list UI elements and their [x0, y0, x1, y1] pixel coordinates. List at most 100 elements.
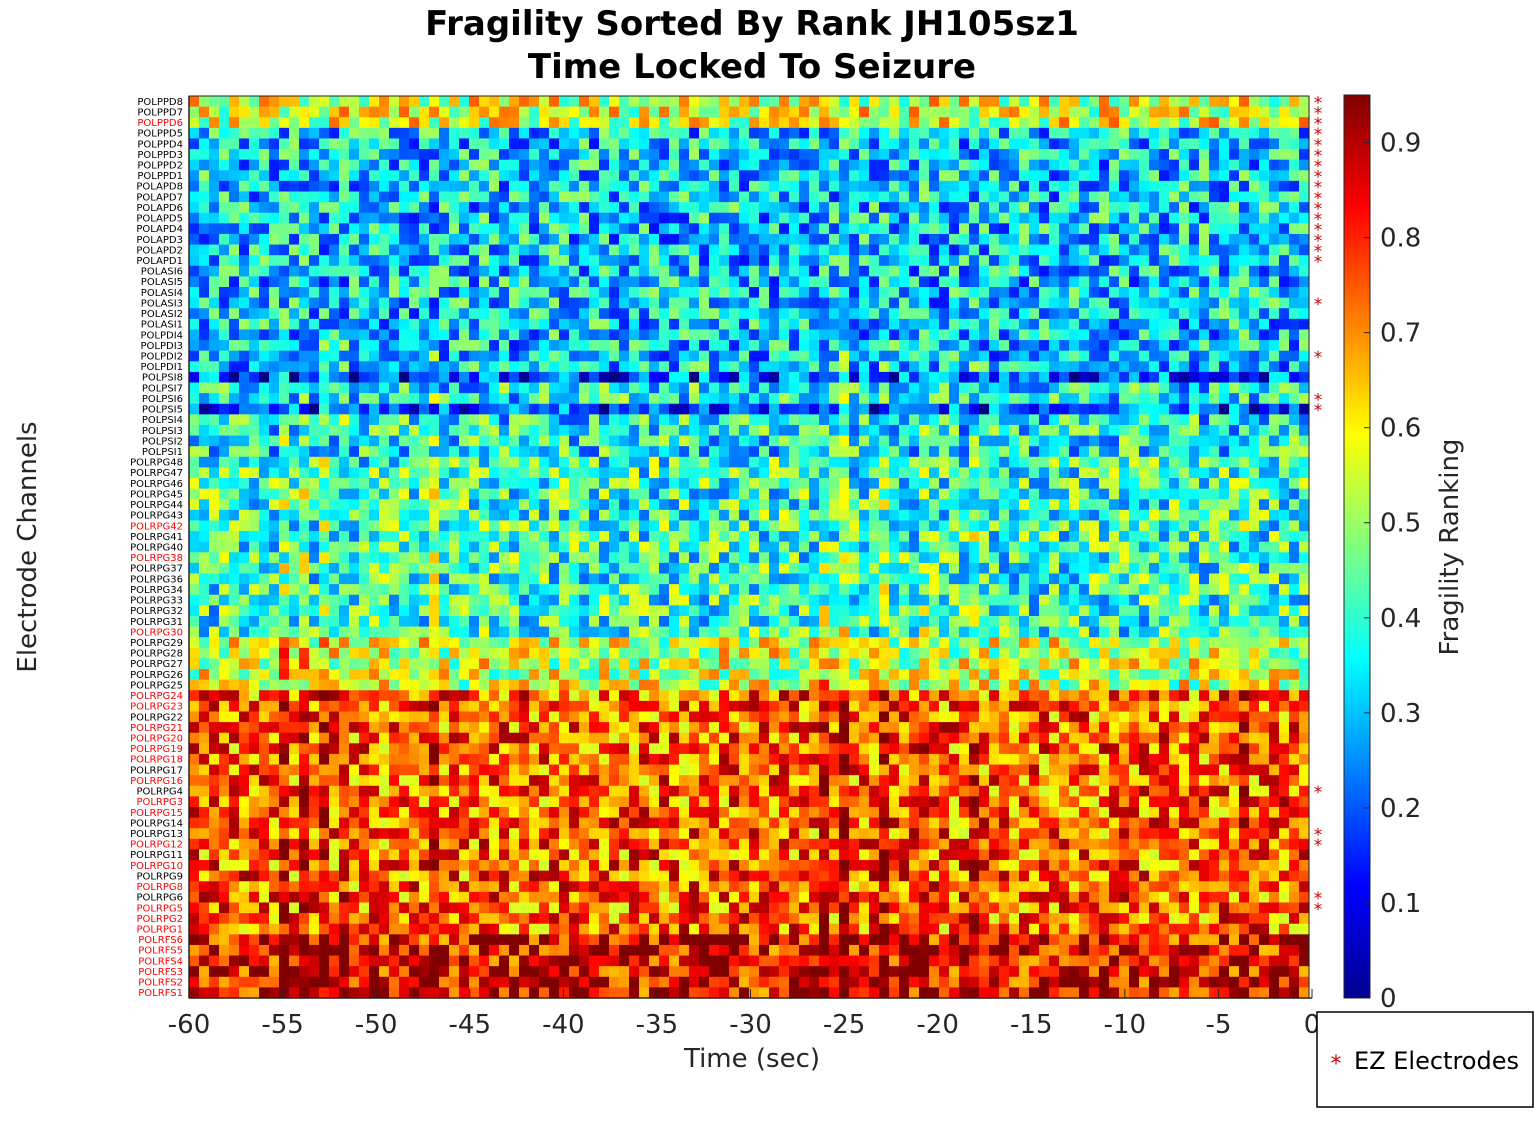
heatmap-cell	[659, 149, 670, 161]
heatmap-cell	[1279, 127, 1290, 140]
heatmap-cell	[859, 244, 870, 256]
heatmap-cell	[839, 127, 850, 140]
heatmap-cell	[409, 403, 420, 415]
heatmap-cell	[1019, 350, 1030, 362]
heatmap-cell	[469, 456, 480, 469]
heatmap-cell	[979, 414, 990, 426]
heatmap-cell	[349, 340, 360, 352]
heatmap-cell	[289, 212, 300, 224]
heatmap-cell	[1089, 478, 1100, 490]
heatmap-cell	[699, 202, 710, 214]
heatmap-cell	[359, 435, 370, 447]
heatmap-cell	[549, 202, 560, 214]
heatmap-cell	[269, 520, 280, 532]
heatmap-cell	[279, 244, 290, 256]
heatmap-cell	[1129, 382, 1140, 394]
heatmap-cell	[399, 297, 410, 309]
heatmap-cell	[629, 180, 640, 193]
heatmap-cell	[499, 424, 510, 437]
heatmap-cell	[409, 361, 420, 373]
heatmap-cell	[969, 212, 980, 224]
heatmap-cell	[759, 308, 770, 320]
heatmap-cell	[1099, 499, 1110, 511]
heatmap-cell	[1069, 456, 1080, 469]
heatmap-cell	[189, 414, 200, 426]
heatmap-cell	[1089, 202, 1100, 214]
heatmap-cell	[1029, 393, 1040, 405]
heatmap-cell	[679, 446, 690, 458]
heatmap-cell	[709, 255, 720, 267]
heatmap-cell	[739, 149, 750, 161]
heatmap-cell	[269, 127, 280, 140]
heatmap-cell	[489, 287, 500, 299]
heatmap-cell	[589, 127, 600, 140]
heatmap-cell	[769, 149, 780, 161]
heatmap-cell	[209, 96, 220, 108]
heatmap-cell	[399, 361, 410, 373]
heatmap-cell	[779, 138, 790, 150]
heatmap-cell	[859, 467, 870, 479]
heatmap-cell	[289, 233, 300, 246]
heatmap-cell	[759, 467, 770, 479]
heatmap-cell	[879, 233, 890, 246]
heatmap-cell	[1149, 138, 1160, 150]
heatmap-cell	[1249, 287, 1260, 299]
heatmap-cell	[859, 170, 870, 182]
heatmap-cell	[1259, 170, 1270, 182]
heatmap-cell	[369, 318, 380, 331]
heatmap-cell	[979, 297, 990, 309]
heatmap-cell	[469, 202, 480, 214]
heatmap-cell	[1289, 329, 1300, 341]
heatmap-cell	[309, 265, 320, 277]
heatmap-cell	[1069, 350, 1080, 362]
heatmap-cell	[409, 138, 420, 150]
heatmap-cell	[1069, 265, 1080, 277]
heatmap-cell	[1249, 520, 1260, 532]
heatmap-cell	[299, 509, 310, 522]
heatmap-cell	[579, 276, 590, 288]
heatmap-cell	[789, 520, 800, 532]
heatmap-cell	[1059, 393, 1070, 405]
heatmap-cell	[1249, 393, 1260, 405]
heatmap-cell	[429, 329, 440, 341]
heatmap-cell	[679, 244, 690, 256]
heatmap-cell	[529, 287, 540, 299]
heatmap-cell	[639, 499, 650, 511]
heatmap-cell	[1019, 393, 1030, 405]
heatmap-cell	[959, 255, 970, 267]
heatmap-cell	[1229, 446, 1240, 458]
heatmap-cell	[759, 552, 770, 564]
heatmap-cell	[609, 499, 620, 511]
heatmap-cell	[439, 435, 450, 447]
heatmap-cell	[619, 117, 630, 129]
heatmap-cell	[519, 446, 530, 458]
heatmap-cell	[1139, 106, 1150, 118]
heatmap-cell	[229, 403, 240, 415]
heatmap-cell	[1169, 393, 1180, 405]
heatmap-cell	[1189, 138, 1200, 150]
heatmap-cell	[649, 244, 660, 256]
heatmap-cell	[449, 382, 460, 394]
heatmap-cell	[909, 488, 920, 500]
heatmap-cell	[799, 541, 810, 553]
heatmap-cell	[1239, 403, 1250, 415]
heatmap-cell	[969, 446, 980, 458]
heatmap-cell	[1099, 96, 1110, 108]
heatmap-cell	[699, 318, 710, 331]
heatmap-cell	[519, 170, 530, 182]
heatmap-cell	[419, 467, 430, 479]
heatmap-cell	[449, 297, 460, 309]
heatmap-cell	[1239, 138, 1250, 150]
heatmap-cell	[979, 478, 990, 490]
heatmap-cell	[869, 127, 880, 140]
heatmap-cell	[1289, 541, 1300, 553]
heatmap-cell	[259, 488, 270, 500]
heatmap-cell	[829, 180, 840, 193]
heatmap-cell	[439, 541, 450, 553]
heatmap-cell	[949, 488, 960, 500]
heatmap-cell	[1249, 531, 1260, 543]
heatmap-cell	[1139, 488, 1150, 500]
heatmap-cell	[559, 170, 570, 182]
heatmap-cell	[409, 191, 420, 203]
heatmap-cell	[1169, 191, 1180, 203]
